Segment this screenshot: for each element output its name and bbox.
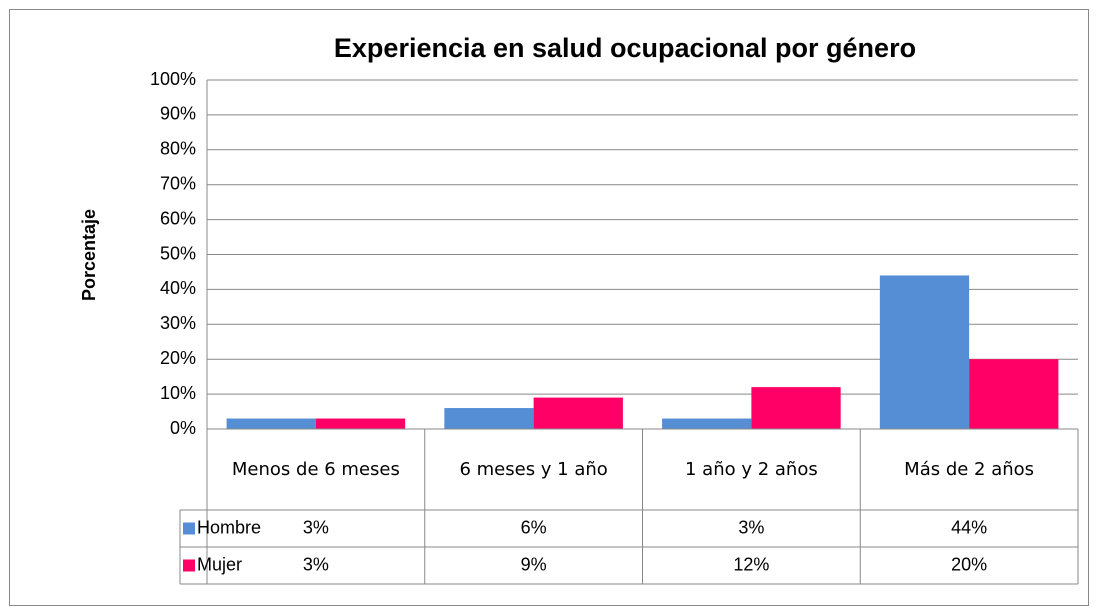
table-value: 20% (951, 554, 987, 574)
y-tick-label: 20% (160, 348, 196, 368)
y-tick-label: 30% (160, 313, 196, 333)
table-value: 3% (738, 517, 764, 537)
y-tick-label: 50% (160, 243, 196, 263)
table-value: 9% (521, 554, 547, 574)
legend-label: Hombre (197, 517, 261, 537)
bar (969, 359, 1059, 429)
y-tick-label: 40% (160, 278, 196, 298)
bar (751, 387, 841, 429)
x-category-cell: 6 meses y 1 año (459, 458, 608, 480)
x-tick-label: Más de 2 años (904, 458, 1035, 480)
bar (662, 418, 752, 429)
table-value: 3% (303, 554, 329, 574)
x-tick-label: Menos de 6 meses (231, 458, 400, 480)
y-axis-label: Porcentaje (79, 209, 99, 301)
legend-swatch (183, 522, 195, 535)
x-category-cell: Menos de 6 meses (231, 458, 400, 480)
table-value: 6% (521, 517, 547, 537)
y-tick-label: 60% (160, 208, 196, 228)
x-category-cell: Más de 2 años (904, 458, 1035, 480)
bar (533, 397, 623, 429)
legend-label: Mujer (197, 554, 242, 574)
x-category-cell: 1 año y 2 años (685, 458, 818, 480)
table-value: 44% (951, 517, 987, 537)
table-value: 3% (303, 517, 329, 537)
x-tick-label: 1 año y 2 años (685, 458, 818, 480)
y-tick-label: 100% (150, 69, 196, 89)
bar (879, 275, 970, 429)
chart-title: Experiencia en salud ocupacional por gén… (334, 33, 916, 63)
y-tick-label: 10% (160, 383, 196, 403)
legend-swatch (183, 559, 195, 572)
y-tick-label: 0% (170, 418, 196, 438)
bar (226, 418, 316, 429)
x-tick-label: 6 meses y 1 año (459, 458, 608, 480)
y-tick-label: 90% (160, 104, 196, 124)
y-tick-label: 80% (160, 139, 196, 159)
bar (315, 418, 406, 429)
bar (444, 408, 534, 429)
y-tick-label: 70% (160, 173, 196, 193)
table-value: 12% (733, 554, 769, 574)
